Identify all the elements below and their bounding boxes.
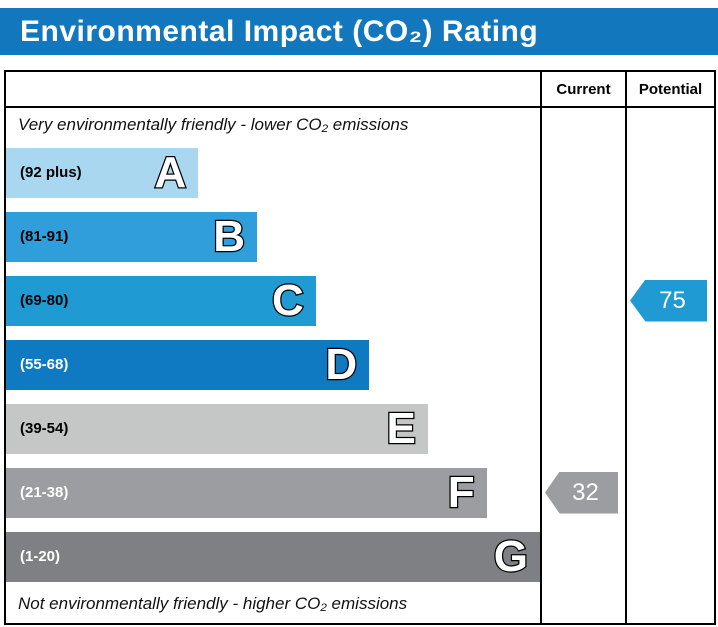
band-letter: G: [493, 530, 530, 582]
band-range-label: (55-68): [20, 356, 69, 373]
current-column-header: Current: [540, 72, 625, 106]
band-c: (69-80) C: [6, 274, 316, 326]
current-arrow: 32: [545, 471, 618, 514]
band-range-label: (92 plus): [20, 164, 82, 181]
chart-header-row: Current Potential: [6, 72, 714, 108]
bands: (92 plus) A (81-91) B (69-80) C (55-68) D (39-54…: [6, 146, 540, 582]
current-column: 32: [540, 108, 625, 623]
potential-column: 75: [625, 108, 714, 623]
band-a: (92 plus) A: [6, 146, 199, 198]
current-value: 32: [572, 478, 599, 506]
chart-body: Very environmentally friendly - lower CO…: [6, 108, 714, 623]
band-letter: D: [324, 338, 358, 390]
bands-column: Very environmentally friendly - lower CO…: [6, 108, 540, 623]
bottom-caption: Not environmentally friendly - higher CO…: [18, 594, 408, 613]
top-caption: Very environmentally friendly - lower CO…: [18, 115, 409, 134]
band-range-label: (69-80): [20, 292, 69, 309]
band-range-label: (39-54): [20, 420, 69, 437]
page-title: Environmental Impact (CO₂) Rating: [0, 8, 718, 55]
band-letter: B: [212, 210, 246, 262]
band-range-label: (81-91): [20, 228, 69, 245]
band-f: (21-38) F: [6, 466, 487, 518]
potential-arrow: 75: [630, 279, 707, 322]
band-d: (55-68) D: [6, 338, 370, 390]
epc-environmental-impact-chart: Environmental Impact (CO₂) Rating Curren…: [0, 8, 718, 627]
potential-column-header: Potential: [625, 72, 714, 106]
band-letter: E: [385, 402, 417, 454]
band-range-label: (1-20): [20, 548, 61, 565]
band-range-label: (21-38): [20, 484, 69, 501]
band-letter: A: [153, 146, 187, 198]
chart-frame: Current Potential Very environmentally f…: [4, 70, 716, 625]
potential-value: 75: [659, 286, 686, 314]
band-e: (39-54) E: [6, 402, 428, 454]
header-spacer: [6, 72, 540, 106]
band-b: (81-91) B: [6, 210, 257, 262]
band-letter: F: [446, 466, 475, 518]
band-letter: C: [271, 274, 305, 326]
band-g: (1-20) G: [6, 530, 540, 582]
